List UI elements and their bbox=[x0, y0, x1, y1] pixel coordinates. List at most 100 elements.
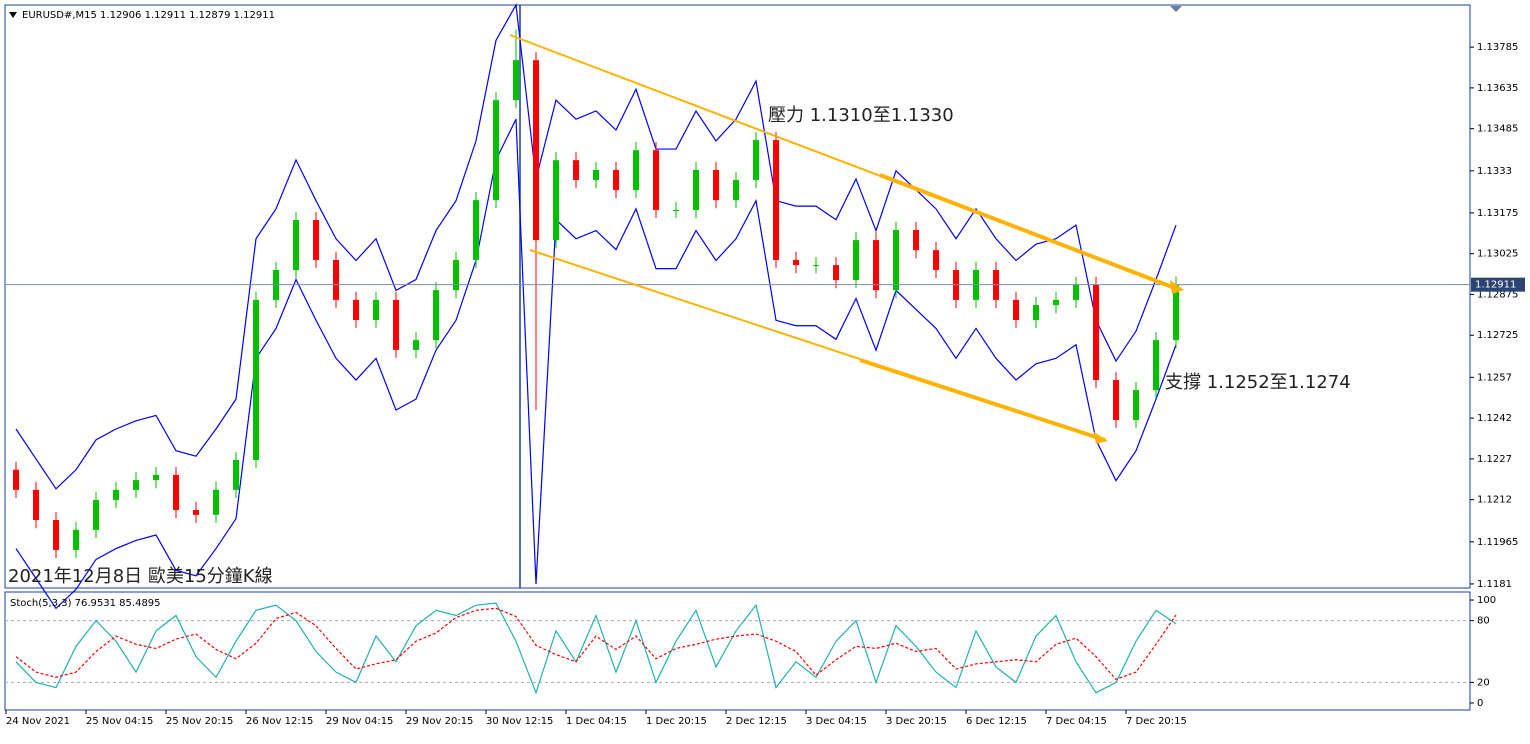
candle-body bbox=[173, 474, 179, 510]
candle-body bbox=[893, 230, 899, 291]
candle-body bbox=[873, 240, 879, 291]
candle-body bbox=[133, 480, 139, 490]
y-tick-label: 1.13485 bbox=[1477, 124, 1518, 135]
candle-body bbox=[733, 180, 739, 201]
candle-body bbox=[853, 240, 859, 281]
y-tick-label: 1.13635 bbox=[1477, 83, 1518, 94]
x-tick-label: 29 Nov 04:15 bbox=[326, 716, 393, 727]
chart-caption: 2021年12月8日 歐美15分鐘K線 bbox=[8, 566, 273, 587]
candle-body bbox=[1053, 299, 1059, 306]
candle-body bbox=[13, 469, 19, 490]
band-line bbox=[15, 118, 1177, 610]
x-tick-label: 25 Nov 20:15 bbox=[166, 716, 233, 727]
y-tick-label: 1.1227 bbox=[1477, 454, 1512, 465]
candle-body bbox=[1073, 284, 1079, 300]
band-line bbox=[15, 3, 1177, 490]
price-box-label: 1.12911 bbox=[1475, 280, 1516, 291]
shift-marker bbox=[1170, 6, 1182, 12]
stoch-title: Stoch(5,3,3) 76.9531 85.4895 bbox=[10, 598, 161, 609]
y-tick-label: 1.13785 bbox=[1477, 42, 1518, 53]
candle-body bbox=[333, 259, 339, 300]
main-panel bbox=[4, 4, 1471, 589]
y-tick-label: 1.1242 bbox=[1477, 413, 1512, 424]
stoch-panel bbox=[4, 591, 1471, 711]
candle-body bbox=[713, 169, 719, 201]
x-tick-label: 29 Nov 20:15 bbox=[406, 716, 473, 727]
x-tick-label: 25 Nov 04:15 bbox=[86, 716, 153, 727]
y-tick-label: 1.1257 bbox=[1477, 372, 1512, 383]
candle-body bbox=[233, 459, 239, 490]
trend-line bbox=[859, 358, 1106, 442]
candle-body bbox=[433, 290, 439, 341]
x-tick-label: 1 Dec 04:15 bbox=[566, 716, 627, 727]
candle-body bbox=[1033, 305, 1039, 321]
symbol-header: EURUSD#,M15 1.12906 1.12911 1.12879 1.12… bbox=[22, 10, 275, 21]
y-tick-label: 100 bbox=[1477, 595, 1496, 606]
candle-body bbox=[493, 100, 499, 201]
candle-body bbox=[413, 340, 419, 350]
y-tick-label: 1.1333 bbox=[1477, 166, 1512, 177]
candle-body bbox=[33, 489, 39, 521]
header-triangle bbox=[9, 12, 17, 18]
y-tick-label: 1.13025 bbox=[1477, 249, 1518, 260]
x-tick-label: 30 Nov 12:15 bbox=[486, 716, 553, 727]
candle-body bbox=[393, 299, 399, 350]
candle-body bbox=[1013, 299, 1019, 321]
candle-body bbox=[373, 299, 379, 321]
stoch-line bbox=[15, 602, 1177, 695]
y-tick-label: 80 bbox=[1477, 616, 1490, 627]
candle-body bbox=[513, 60, 519, 101]
candle-body bbox=[253, 299, 259, 460]
candle-body bbox=[213, 489, 219, 515]
x-tick-label: 7 Dec 04:15 bbox=[1046, 716, 1107, 727]
y-tick-label: 1.1181 bbox=[1477, 579, 1512, 590]
candle-body bbox=[753, 140, 759, 181]
x-tick-label: 7 Dec 20:15 bbox=[1126, 716, 1187, 727]
candle-body bbox=[1153, 340, 1159, 391]
x-tick-label: 24 Nov 2021 bbox=[6, 716, 70, 727]
candle-body bbox=[313, 219, 319, 260]
candle-body bbox=[613, 169, 619, 191]
x-tick-label: 6 Dec 12:15 bbox=[966, 716, 1027, 727]
price-box bbox=[1471, 277, 1525, 292]
y-tick-label: 1.11965 bbox=[1477, 537, 1518, 548]
x-tick-label: 3 Dec 04:15 bbox=[806, 716, 867, 727]
y-tick-label: 1.1212 bbox=[1477, 495, 1512, 506]
candle-body bbox=[693, 169, 699, 210]
x-tick-label: 3 Dec 20:15 bbox=[886, 716, 947, 727]
candle-body bbox=[1173, 284, 1179, 341]
candle-body bbox=[1133, 390, 1139, 421]
candle-body bbox=[933, 250, 939, 270]
x-tick-label: 1 Dec 20:15 bbox=[646, 716, 707, 727]
trend-line bbox=[879, 173, 1181, 292]
arrow-head bbox=[1170, 280, 1184, 294]
x-tick-label: 2 Dec 12:15 bbox=[726, 716, 787, 727]
plot: 24 Nov 2021 25 Nov 04:15 25 Nov 20:15 26 No… bbox=[5, 3, 1525, 727]
candle-body bbox=[1113, 380, 1119, 421]
candle-body bbox=[593, 169, 599, 181]
y-tick-label: 0 bbox=[1477, 698, 1483, 709]
candle-body bbox=[833, 265, 839, 281]
resistance-note: 壓力 1.1310至1.1330 bbox=[768, 105, 954, 126]
candle-body bbox=[553, 160, 559, 241]
candle-body bbox=[913, 230, 919, 251]
candle-body bbox=[773, 140, 779, 260]
candle-body bbox=[793, 259, 799, 266]
candle-body bbox=[93, 499, 99, 530]
arrow-head bbox=[1094, 432, 1108, 444]
stoch-line bbox=[15, 607, 1177, 681]
y-tick-label: 1.12725 bbox=[1477, 330, 1518, 341]
candle-body bbox=[113, 489, 119, 500]
y-tick-label: 20 bbox=[1477, 677, 1490, 688]
candle-body bbox=[73, 529, 79, 550]
candle-body bbox=[573, 160, 579, 181]
candle-body bbox=[813, 265, 819, 267]
candle-body bbox=[153, 474, 159, 481]
support-note: 支撐 1.1252至1.1274 bbox=[1165, 372, 1351, 393]
candle-body bbox=[353, 299, 359, 321]
candle-body bbox=[673, 209, 679, 211]
candle-body bbox=[453, 259, 459, 291]
candle-body bbox=[473, 200, 479, 260]
candle-body bbox=[533, 60, 539, 241]
